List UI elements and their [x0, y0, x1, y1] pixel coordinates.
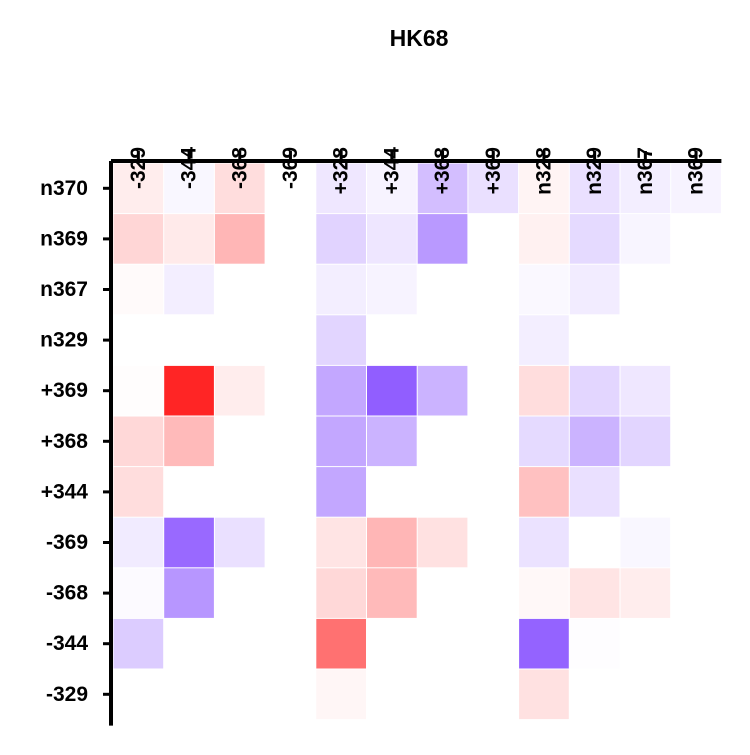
x-tick-label: -368 [228, 147, 251, 189]
heatmap-cells [113, 163, 721, 720]
x-tick-label: -329 [127, 147, 150, 189]
heatmap-cell [113, 467, 164, 517]
heatmap-cell [214, 163, 265, 214]
heatmap-cell [113, 264, 164, 315]
x-tick-label: +344 [380, 147, 403, 195]
heatmap-cell [316, 264, 366, 315]
x-tick-label: +368 [431, 147, 454, 195]
heatmap-cell [519, 163, 569, 214]
heatmap-cell [671, 163, 721, 214]
y-tick-label: -344 [46, 632, 88, 655]
heatmap-cell [113, 416, 164, 467]
heatmap-cell [569, 264, 620, 315]
heatmap-cell [620, 214, 671, 264]
heatmap-cell [569, 467, 620, 517]
heatmap-cell [417, 365, 468, 416]
y-tick-label: n369 [40, 227, 88, 250]
heatmap-cell [316, 669, 366, 720]
y-axis-ticks: n370 n369 n367 n329 +369 +368 +344 -369 -368 -344… [40, 177, 111, 706]
heatmap-cell [367, 163, 417, 214]
y-tick-label: +368 [41, 430, 89, 453]
heatmap-cell [569, 618, 620, 669]
x-tick-label: n329 [583, 147, 606, 195]
heatmap-cell [620, 568, 671, 618]
y-tick-label: -368 [46, 582, 88, 605]
axes [109, 159, 722, 726]
heatmap-cell [164, 214, 214, 264]
heatmap-cell [367, 264, 417, 315]
heatmap-cell [164, 365, 214, 416]
x-tick-label: n328 [532, 147, 555, 195]
heatmap-cell [367, 365, 417, 416]
y-tick-label: n370 [40, 177, 88, 200]
heatmap-cell [113, 214, 164, 264]
heatmap-cell [316, 365, 366, 416]
heatmap-cell [620, 416, 671, 467]
heatmap-cell [214, 365, 265, 416]
heatmap-cell [164, 517, 214, 568]
x-tick-label: -369 [279, 147, 302, 189]
heatmap-cell [113, 163, 164, 214]
heatmap-cell [316, 618, 366, 669]
heatmap-cell [569, 568, 620, 618]
heatmap-cell [164, 163, 214, 214]
heatmap-cell [164, 264, 214, 315]
heatmap-cell [468, 163, 519, 214]
chart-title: HK68 [390, 25, 449, 51]
heatmap-cell [620, 163, 671, 214]
heatmap-cell [367, 416, 417, 467]
heatmap-cell [316, 568, 366, 618]
heatmap-cell [316, 517, 366, 568]
x-tick-label: n369 [685, 147, 708, 195]
y-tick-label: -329 [46, 683, 88, 706]
heatmap-cell [113, 618, 164, 669]
heatmap-cell [113, 568, 164, 618]
heatmap-cell [367, 214, 417, 264]
y-tick-label: n367 [40, 278, 88, 301]
x-tick-label: +328 [330, 147, 353, 195]
heatmap-cell [316, 416, 366, 467]
heatmap-cell [316, 467, 366, 517]
heatmap-cell [620, 365, 671, 416]
heatmap-cell [519, 214, 569, 264]
heatmap-cell [569, 416, 620, 467]
heatmap-cell [569, 365, 620, 416]
heatmap-cell [367, 517, 417, 568]
y-tick-label: -369 [46, 531, 88, 554]
heatmap-cell [519, 669, 569, 720]
heatmap-cell [164, 568, 214, 618]
x-tick-label: n367 [634, 147, 657, 195]
heatmap-cell [519, 416, 569, 467]
heatmap-cell [316, 214, 366, 264]
heatmap-cell [316, 315, 366, 365]
heatmap-cell [519, 618, 569, 669]
heatmap-cell [519, 365, 569, 416]
heatmap-cell [316, 163, 366, 214]
heatmap-cell [519, 264, 569, 315]
x-axis-ticks: -329 -344 -368 -369 +328 +344 +368 +369 n328 n329… [127, 147, 708, 195]
y-tick-label: n329 [40, 329, 88, 352]
y-tick-label: +369 [41, 379, 88, 402]
heatmap-cell [569, 163, 620, 214]
heatmap-cell [214, 214, 265, 264]
heatmap-cell [519, 467, 569, 517]
heatmap-cell [519, 315, 569, 365]
heatmap-cell [519, 517, 569, 568]
heatmap-cell [519, 568, 569, 618]
heatmap-cell [367, 568, 417, 618]
heatmap-cell [417, 214, 468, 264]
heatmap-cell [417, 517, 468, 568]
heatmap-cell [113, 517, 164, 568]
heatmap-cell [113, 365, 164, 416]
x-tick-label: +369 [482, 147, 505, 194]
heatmap-cell [417, 163, 468, 214]
heatmap-cell [164, 416, 214, 467]
heatmap-cell [569, 214, 620, 264]
y-tick-label: +344 [41, 480, 89, 503]
heatmap-cell [214, 517, 265, 568]
heatmap-cell [620, 517, 671, 568]
x-tick-label: -344 [178, 147, 201, 189]
